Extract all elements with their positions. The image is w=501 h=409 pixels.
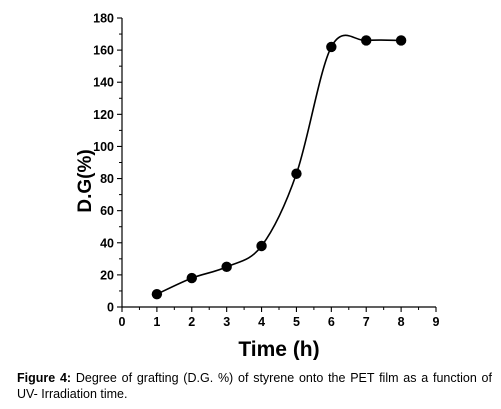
- y-tick-label: 100: [93, 140, 114, 154]
- x-tick-label: 1: [153, 315, 160, 329]
- data-points: [151, 35, 407, 300]
- ticks: 0 20 40 60 80 100 120 140 160 180 0 1 2 3 4 5 6 7 8 9: [93, 12, 439, 330]
- y-axis-label: D.G(%): [75, 149, 96, 212]
- chart: 0 20 40 60 80 100 120 140 160 180 0 1 2 3 4 5 6 7 8 9 D.G(%…: [75, 12, 440, 361]
- x-tick-label: 9: [433, 315, 440, 329]
- series-curve: [156, 34, 402, 295]
- x-tick-label: 7: [363, 315, 370, 329]
- figure-caption-text: Degree of grafting (D.G. %) of styrene o…: [17, 371, 492, 401]
- y-tick-label: 140: [93, 76, 114, 90]
- data-point: [291, 168, 302, 179]
- x-tick-label: 0: [119, 315, 126, 329]
- y-tick-label: 40: [100, 236, 114, 250]
- data-point: [256, 240, 267, 252]
- y-tick-label: 0: [107, 301, 114, 315]
- y-tick-label: 120: [93, 108, 114, 122]
- figure-caption-label: Figure 4:: [17, 371, 72, 385]
- y-tick-label: 80: [100, 172, 114, 186]
- x-tick-label: 8: [398, 315, 405, 329]
- x-tick-label: 6: [328, 315, 335, 329]
- data-point: [151, 288, 163, 300]
- x-axis-label: Time (h): [238, 338, 319, 360]
- y-tick-label: 180: [93, 12, 114, 26]
- axes: [121, 18, 436, 308]
- data-point: [361, 35, 372, 46]
- y-tick-label: 160: [93, 44, 114, 58]
- data-point: [186, 272, 197, 284]
- x-tick-label: 3: [223, 315, 230, 329]
- data-point: [221, 261, 232, 273]
- y-tick-label: 60: [100, 204, 114, 218]
- data-point: [326, 41, 337, 53]
- series-line: [156, 34, 402, 295]
- figure-caption: Figure 4: Degree of grafting (D.G. %) of…: [17, 370, 492, 402]
- x-tick-label: 4: [258, 315, 265, 329]
- data-point: [395, 35, 407, 46]
- x-tick-label: 5: [293, 315, 300, 329]
- x-tick-label: 2: [188, 315, 195, 329]
- y-tick-label: 20: [100, 268, 114, 282]
